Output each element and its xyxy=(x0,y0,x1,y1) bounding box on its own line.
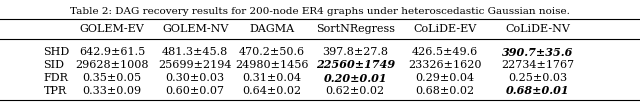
Text: 23326±1620: 23326±1620 xyxy=(408,60,481,70)
Text: 642.9±61.5: 642.9±61.5 xyxy=(79,47,145,57)
Text: 0.20±0.01: 0.20±0.01 xyxy=(323,73,387,83)
Text: 0.68±0.01: 0.68±0.01 xyxy=(506,85,570,97)
Text: SortNRegress: SortNRegress xyxy=(316,24,395,34)
Text: 390.7±35.6: 390.7±35.6 xyxy=(502,47,573,57)
Text: 0.31±0.04: 0.31±0.04 xyxy=(243,73,301,83)
Text: 22734±1767: 22734±1767 xyxy=(501,60,574,70)
Text: CoLiDE-NV: CoLiDE-NV xyxy=(505,24,570,34)
Text: 0.68±0.02: 0.68±0.02 xyxy=(415,86,474,96)
Text: 0.62±0.02: 0.62±0.02 xyxy=(326,86,385,96)
Text: 22560±1749: 22560±1749 xyxy=(316,59,395,71)
Text: DAGMA: DAGMA xyxy=(250,24,294,34)
Text: GOLEM-EV: GOLEM-EV xyxy=(79,24,145,34)
Text: Table 2: DAG recovery results for 200-node ER4 graphs under heteroscedastic Gaus: Table 2: DAG recovery results for 200-no… xyxy=(70,7,570,16)
Text: FDR: FDR xyxy=(44,73,68,83)
Text: SHD: SHD xyxy=(44,47,70,57)
Text: GOLEM-NV: GOLEM-NV xyxy=(162,24,228,34)
Text: 0.60±0.07: 0.60±0.07 xyxy=(166,86,225,96)
Text: 0.35±0.05: 0.35±0.05 xyxy=(83,73,141,83)
Text: 0.64±0.02: 0.64±0.02 xyxy=(243,86,301,96)
Text: 470.2±50.6: 470.2±50.6 xyxy=(239,47,305,57)
Text: 0.30±0.03: 0.30±0.03 xyxy=(166,73,225,83)
Text: 0.29±0.04: 0.29±0.04 xyxy=(415,73,474,83)
Text: 24980±1456: 24980±1456 xyxy=(236,60,308,70)
Text: 0.33±0.09: 0.33±0.09 xyxy=(83,86,141,96)
Text: 25699±2194: 25699±2194 xyxy=(159,60,232,70)
Text: 0.25±0.03: 0.25±0.03 xyxy=(508,73,567,83)
Text: 481.3±45.8: 481.3±45.8 xyxy=(162,47,228,57)
Text: TPR: TPR xyxy=(44,86,67,96)
Text: 29628±1008: 29628±1008 xyxy=(76,60,148,70)
Text: 426.5±49.6: 426.5±49.6 xyxy=(412,47,478,57)
Text: 397.8±27.8: 397.8±27.8 xyxy=(322,47,388,57)
Text: CoLiDE-EV: CoLiDE-EV xyxy=(413,24,476,34)
Text: SID: SID xyxy=(44,60,65,70)
